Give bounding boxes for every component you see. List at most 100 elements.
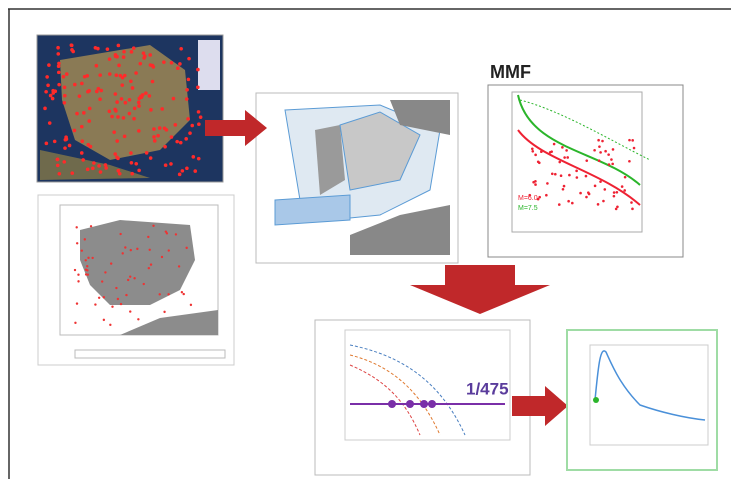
- dot: [63, 101, 67, 105]
- dot: [190, 304, 192, 306]
- dot: [594, 185, 597, 188]
- dot: [166, 232, 168, 234]
- dot: [176, 66, 180, 70]
- dot: [550, 150, 553, 153]
- dot: [179, 47, 183, 51]
- dot: [86, 265, 88, 267]
- dot: [148, 94, 152, 98]
- dot: [86, 168, 90, 172]
- dot: [597, 139, 600, 142]
- dot: [158, 126, 162, 130]
- dot: [130, 249, 132, 251]
- dot: [148, 267, 150, 269]
- dot: [91, 167, 95, 171]
- seismicity-map: [37, 35, 223, 182]
- dot: [152, 65, 156, 69]
- dot: [159, 293, 161, 295]
- dot: [97, 87, 101, 91]
- dot: [151, 80, 155, 84]
- dot: [109, 324, 111, 326]
- dot: [51, 89, 55, 93]
- dot: [76, 242, 78, 244]
- dot: [172, 97, 176, 101]
- dot: [122, 252, 124, 254]
- dot: [57, 62, 61, 66]
- dot: [114, 92, 118, 96]
- dot: [174, 123, 178, 127]
- dot: [68, 144, 72, 148]
- dot: [137, 101, 141, 105]
- panel-title: MMF: [490, 62, 531, 82]
- dot: [57, 83, 61, 87]
- dot: [142, 51, 146, 55]
- dot: [152, 127, 156, 131]
- dot: [110, 115, 114, 119]
- dot: [48, 121, 52, 125]
- dot: [630, 201, 633, 204]
- dot: [197, 122, 201, 126]
- dot: [161, 256, 163, 258]
- legend-box: [75, 350, 225, 358]
- dot: [170, 135, 174, 139]
- diagram: MMF M=6.0 M=7.5 1/475: [0, 0, 731, 479]
- dot: [94, 303, 96, 305]
- dot: [73, 83, 77, 87]
- dot: [563, 156, 566, 159]
- dot: [624, 176, 627, 179]
- dot: [163, 126, 167, 130]
- source-zones-map: [256, 93, 458, 263]
- dot: [191, 155, 195, 159]
- dot: [56, 52, 60, 56]
- dot: [602, 200, 605, 203]
- dot: [133, 277, 135, 279]
- dot: [62, 160, 66, 164]
- dot: [62, 75, 66, 79]
- dot: [164, 163, 168, 167]
- dot: [91, 257, 93, 259]
- dot: [65, 72, 69, 76]
- dot: [149, 156, 153, 160]
- dot: [81, 158, 85, 162]
- dot: [185, 88, 189, 92]
- dot: [153, 139, 157, 143]
- dot: [558, 161, 561, 164]
- dot: [57, 71, 61, 75]
- dot: [531, 147, 534, 150]
- dot: [531, 150, 534, 153]
- dot: [537, 160, 540, 163]
- dot: [597, 203, 600, 206]
- dot: [77, 273, 79, 275]
- dot: [144, 91, 148, 95]
- distribution-chart: [567, 330, 717, 470]
- dot: [80, 139, 84, 143]
- dot: [178, 265, 180, 267]
- legend-box: [360, 450, 500, 468]
- marker: [388, 400, 396, 408]
- dot: [45, 142, 49, 146]
- dot: [575, 170, 578, 173]
- dot: [88, 107, 92, 111]
- dot: [56, 46, 60, 50]
- dot: [604, 150, 607, 153]
- dot: [558, 203, 561, 206]
- dot: [608, 163, 611, 166]
- dot: [95, 64, 99, 68]
- dot: [127, 279, 129, 281]
- dot: [199, 115, 203, 119]
- dot: [561, 146, 564, 149]
- dot: [576, 176, 579, 179]
- dot: [120, 83, 124, 87]
- dot: [181, 291, 183, 293]
- dot: [139, 62, 143, 66]
- dot: [134, 162, 138, 166]
- dot: [612, 148, 615, 151]
- dot: [149, 108, 153, 112]
- dot: [631, 139, 634, 142]
- dot: [197, 110, 201, 114]
- dot: [141, 93, 145, 97]
- dot: [98, 73, 102, 77]
- dot: [571, 202, 574, 205]
- dot: [593, 149, 596, 152]
- dot: [196, 85, 200, 89]
- dot: [137, 104, 141, 108]
